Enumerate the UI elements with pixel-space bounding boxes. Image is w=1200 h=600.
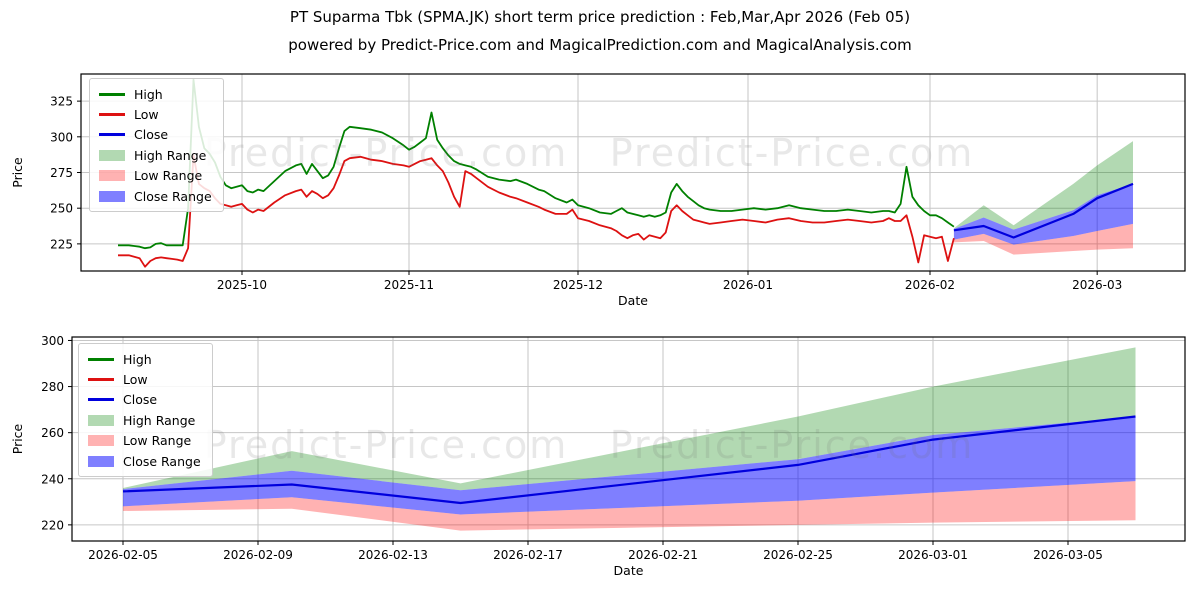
legend-swatch-close_range	[99, 190, 125, 202]
top-chart-xlabel: Date	[618, 293, 648, 308]
legend-item-high: High	[99, 84, 212, 104]
bottom-chart-xlabel: Date	[614, 563, 644, 578]
top-chart-close-range-band	[953, 183, 1133, 245]
top-chart-low-range-band	[953, 223, 1133, 255]
legend-swatch-low	[88, 378, 114, 382]
legend-label: Close Range	[123, 453, 201, 469]
legend-item-high: High	[88, 349, 201, 369]
legend-item-close-range: Close Range	[99, 186, 212, 206]
bottom-chart-legend: High Low Close High Range Low Range Close Ran…	[78, 343, 213, 478]
svg-text:325: 325	[50, 95, 73, 109]
chart-subtitle: powered by Predict-Price.com and Magical…	[288, 36, 912, 54]
legend-swatch-high	[88, 357, 114, 361]
svg-text:250: 250	[50, 202, 73, 216]
legend-label: High Range	[123, 412, 196, 428]
top-chart-close-line	[953, 182, 1134, 239]
top-chart-high-range-band	[953, 141, 1133, 230]
bottom-chart-ylabel: Price	[10, 423, 25, 454]
legend-label: Low	[123, 372, 148, 388]
svg-text:2026-03-05: 2026-03-05	[1033, 548, 1103, 562]
legend-label: Low	[134, 107, 159, 123]
legend-label: Low Range	[123, 433, 192, 449]
legend-swatch-high_range	[88, 414, 114, 426]
bottom-chart-low-range-band	[123, 481, 1136, 531]
legend-label: Close	[134, 127, 169, 143]
chart-title: PT Suparma Tbk (SPMA.JK) short term pric…	[289, 8, 911, 26]
legend-item-low: Low	[99, 104, 212, 124]
legend-item-low: Low	[88, 369, 201, 389]
svg-text:300: 300	[50, 130, 73, 144]
legend-label: Close	[123, 392, 158, 408]
svg-text:240: 240	[41, 472, 64, 486]
top-chart-forecast-bands	[953, 141, 1133, 255]
legend-item-close-range: Close Range	[88, 451, 201, 471]
svg-text:225: 225	[50, 237, 73, 251]
svg-text:2026-02: 2026-02	[905, 278, 955, 292]
svg-text:2026-02-09: 2026-02-09	[223, 548, 293, 562]
svg-text:2025-12: 2025-12	[553, 278, 603, 292]
svg-text:2026-02-13: 2026-02-13	[358, 548, 428, 562]
bottom-chart-forecast-bands	[123, 347, 1136, 531]
svg-text:2026-03-01: 2026-03-01	[898, 548, 968, 562]
top-chart-legend: High Low Close High Range Low Range Close Ran…	[89, 78, 224, 213]
legend-item-high-range: High Range	[88, 410, 201, 430]
svg-text:2025-11: 2025-11	[384, 278, 434, 292]
legend-swatch-low_range	[99, 170, 125, 182]
bottom-chart-close-line	[122, 415, 1136, 505]
legend-item-low-range: Low Range	[88, 431, 201, 451]
top-chart-low-line	[118, 154, 955, 268]
svg-text:2025-10: 2025-10	[217, 278, 267, 292]
legend-swatch-low_range	[88, 435, 114, 447]
top-chart-ylabel: Price	[10, 157, 25, 188]
svg-text:2026-02-17: 2026-02-17	[493, 548, 563, 562]
bottom-chart-axes-box	[71, 336, 1186, 542]
svg-text:260: 260	[41, 426, 64, 440]
svg-text:2026-02-25: 2026-02-25	[763, 548, 833, 562]
top-chart-high-line	[118, 78, 955, 250]
legend-item-high-range: High Range	[99, 145, 212, 165]
top-chart-gridlines	[81, 74, 1185, 271]
legend-label: High	[123, 351, 152, 367]
legend-label: Close Range	[134, 188, 212, 204]
legend-label: Low Range	[134, 168, 203, 184]
legend-swatch-low	[99, 113, 125, 117]
svg-text:2026-02-05: 2026-02-05	[88, 548, 158, 562]
svg-text:2026-02-21: 2026-02-21	[628, 548, 698, 562]
svg-text:220: 220	[41, 518, 64, 532]
bottom-chart-high-range-band	[123, 347, 1136, 491]
svg-text:300: 300	[41, 334, 64, 348]
legend-swatch-high	[99, 92, 125, 96]
legend-item-close: Close	[99, 125, 212, 145]
top-chart-tick-labels: 225 250 275 300 325 2025-10 2025-11 2025-12 2026…	[50, 95, 1122, 292]
legend-swatch-high_range	[99, 149, 125, 161]
svg-text:2026-01: 2026-01	[723, 278, 773, 292]
legend-swatch-close	[99, 133, 125, 137]
svg-text:280: 280	[41, 380, 64, 394]
legend-swatch-close	[88, 398, 114, 402]
legend-label: High	[134, 86, 163, 102]
bottom-chart-tick-labels: 220 240 260 280 300 2026-02-05 2026-02-09 2026-…	[41, 334, 1103, 562]
svg-text:2026-03: 2026-03	[1072, 278, 1122, 292]
bottom-chart-close-range-band	[123, 416, 1136, 515]
legend-swatch-close_range	[88, 455, 114, 467]
svg-text:275: 275	[50, 166, 73, 180]
legend-item-low-range: Low Range	[99, 166, 212, 186]
legend-item-close: Close	[88, 390, 201, 410]
legend-label: High Range	[134, 147, 207, 163]
